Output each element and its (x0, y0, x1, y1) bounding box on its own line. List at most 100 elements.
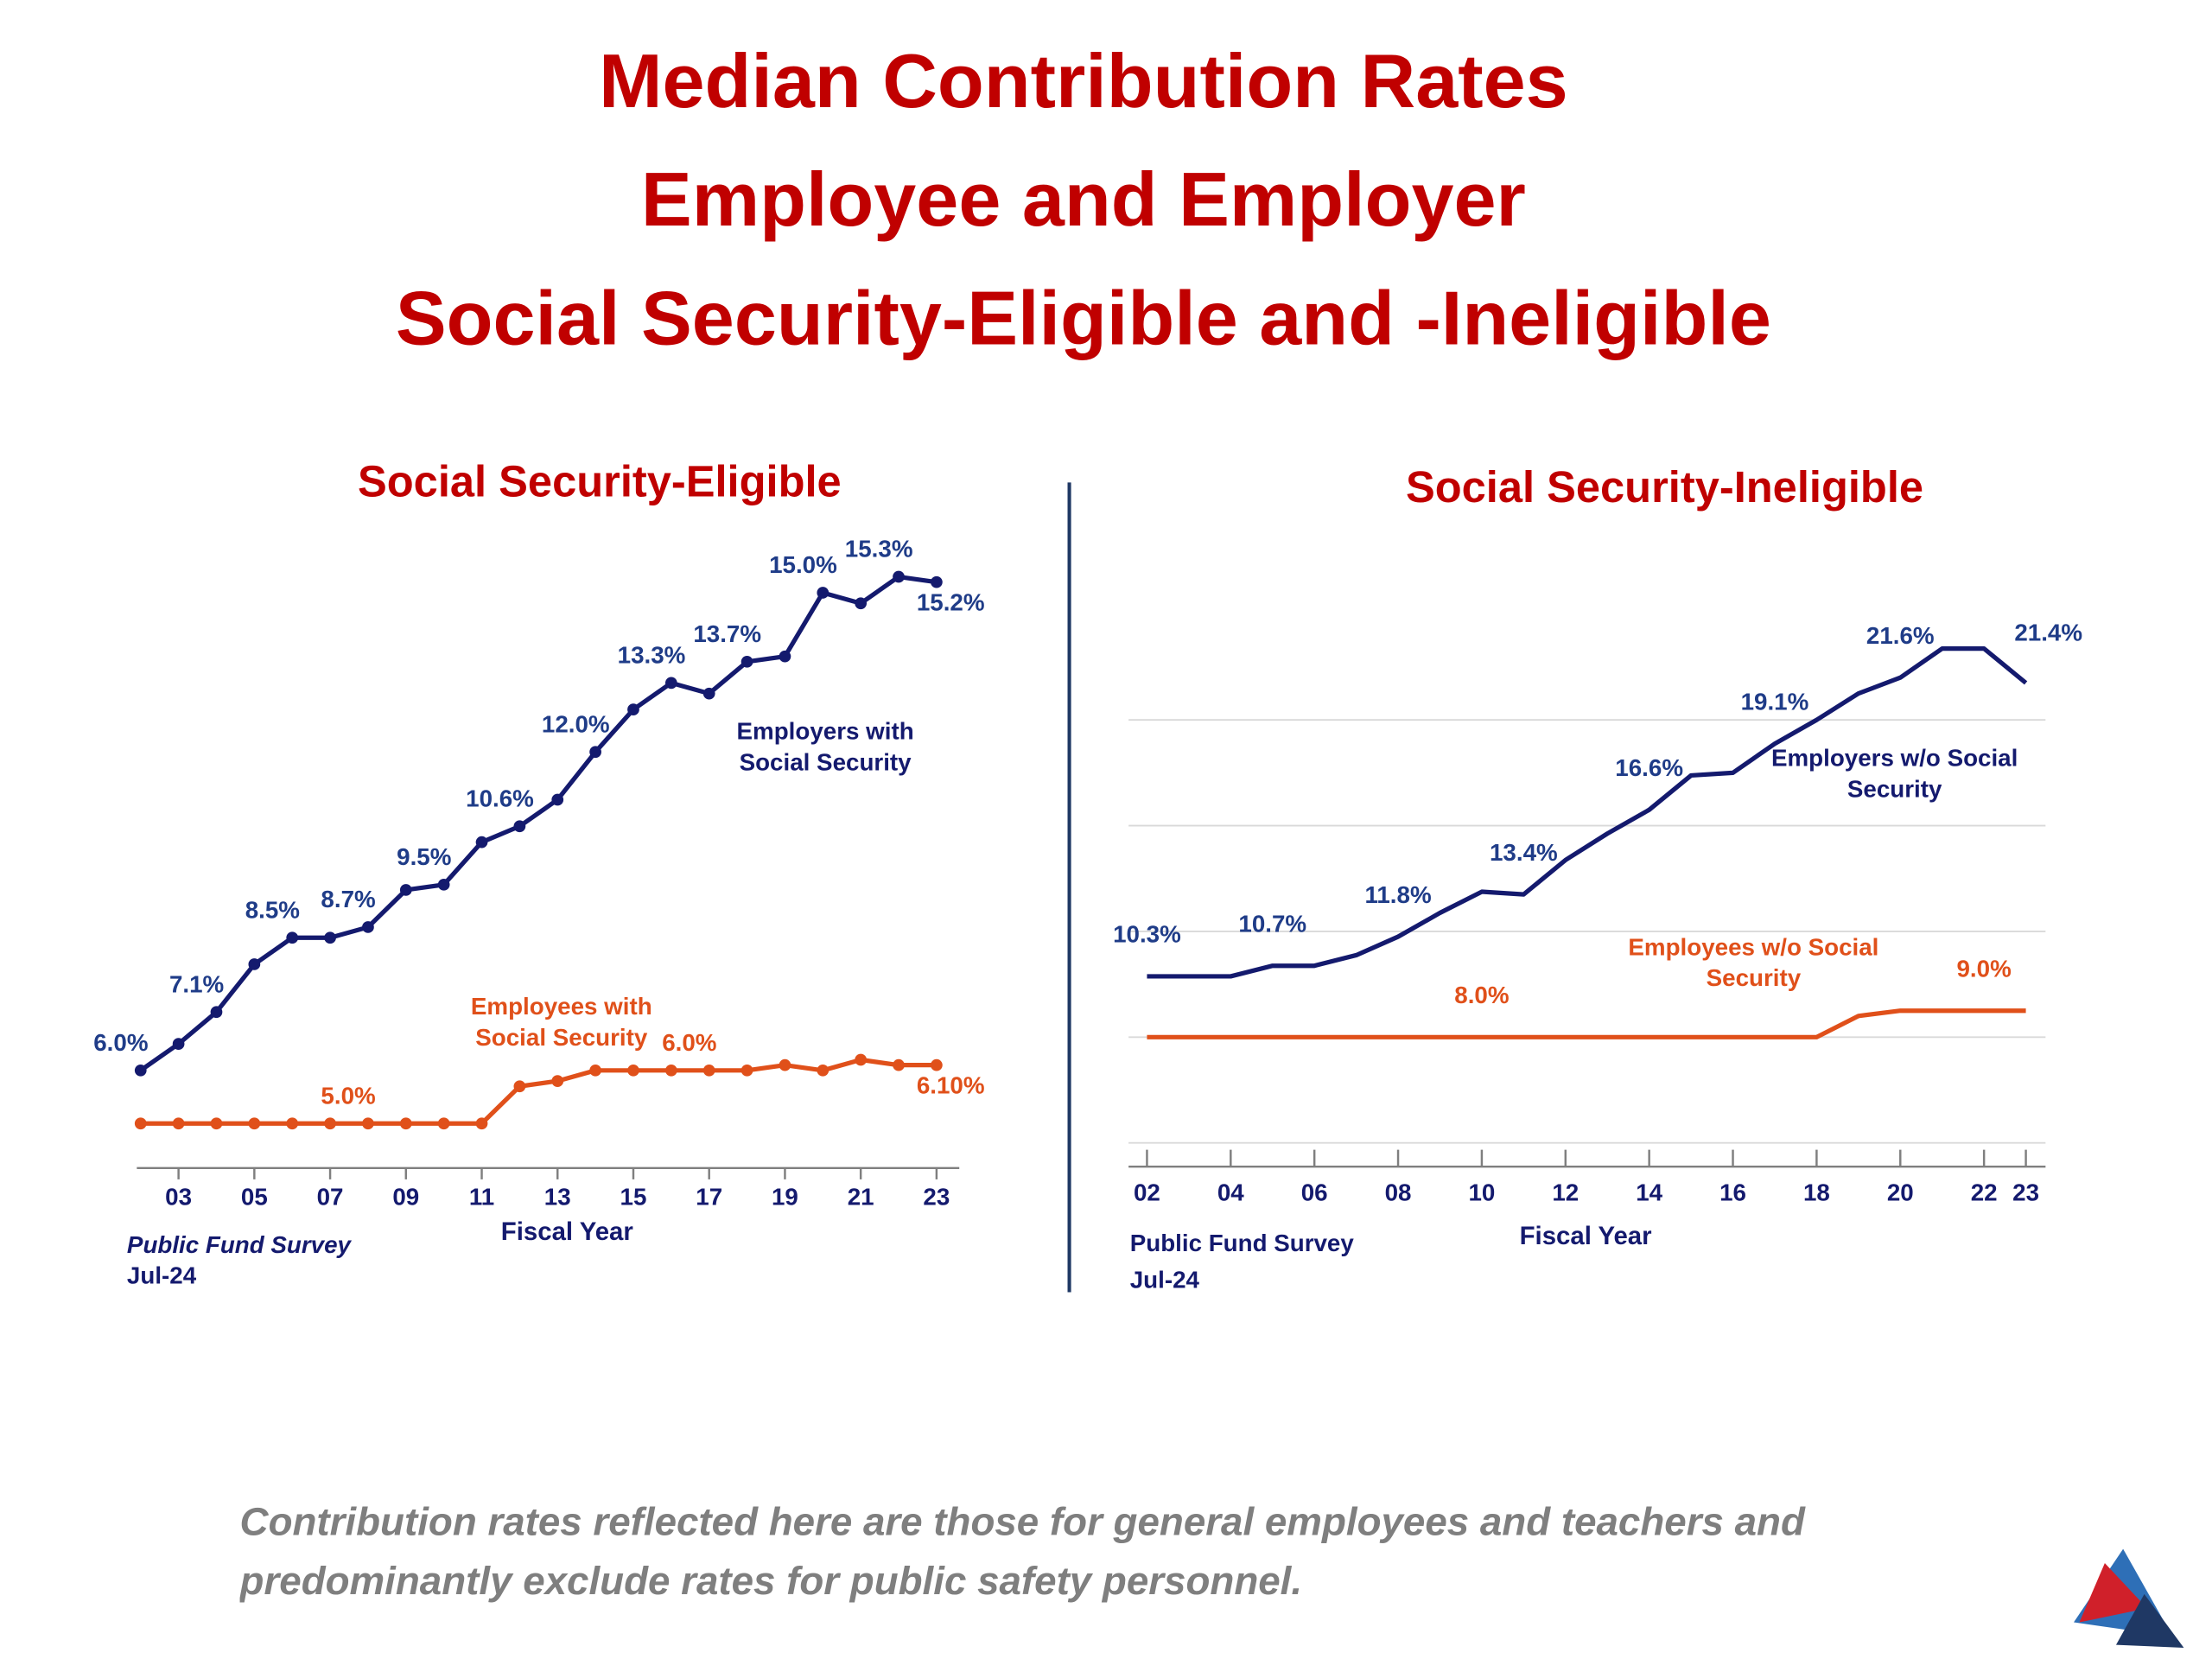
x-tick-label: 06 (1301, 1179, 1328, 1205)
data-label: 13.7% (693, 620, 761, 647)
data-label: 12.0% (542, 710, 610, 737)
series-name: Employers w/o Social Security (1770, 745, 2018, 803)
point (627, 1064, 639, 1077)
x-tick-label: 11 (469, 1183, 494, 1210)
x-tick-label: 17 (696, 1183, 722, 1210)
point (893, 570, 905, 583)
point (589, 1064, 601, 1077)
x-tick-label: 03 (165, 1183, 192, 1210)
point (589, 746, 601, 759)
point (286, 1117, 299, 1130)
x-tick-label: 23 (923, 1183, 950, 1210)
series-name: Employers with Social Security (736, 718, 914, 776)
point (855, 597, 868, 610)
data-label: 13.4% (1490, 839, 1558, 866)
data-label: 15.0% (769, 551, 837, 578)
data-label: 6.10% (917, 1071, 985, 1098)
x-tick-label: 22 (1971, 1179, 1998, 1205)
series-line (1147, 645, 2028, 979)
point (855, 1053, 868, 1066)
point (551, 793, 564, 806)
data-label: 13.3% (618, 642, 686, 669)
source: Public Fund Survey (1130, 1230, 1355, 1256)
logo (2074, 1548, 2184, 1648)
source: Jul-24 (127, 1262, 197, 1289)
data-label: 6.0% (662, 1029, 716, 1056)
point (437, 878, 450, 891)
point (817, 1064, 830, 1077)
source: Jul-24 (1130, 1267, 1200, 1294)
x-tick-label: 16 (1719, 1179, 1746, 1205)
point (172, 1038, 185, 1050)
data-label: 5.0% (321, 1082, 375, 1109)
data-label: 21.6% (1866, 622, 1935, 649)
point (248, 1117, 261, 1130)
logo-shape (2115, 1593, 2184, 1648)
series-name-box: Employees with Social Security (471, 993, 652, 1051)
data-label: 10.6% (466, 785, 534, 811)
x-tick-label: 09 (392, 1183, 419, 1210)
point (172, 1117, 185, 1130)
title-line: Employee and Employer (641, 156, 1526, 242)
x-axis-label: Fiscal Year (501, 1217, 633, 1246)
source: Public Fund Survey (127, 1231, 353, 1258)
point (399, 1117, 412, 1130)
data-label: 21.4% (2014, 619, 2082, 645)
data-label: 7.1% (169, 970, 224, 997)
point (437, 1117, 450, 1130)
point (513, 1080, 526, 1093)
chart-title: Social Security-Ineligible (1406, 462, 1923, 512)
data-label: 9.5% (397, 843, 451, 870)
title-line: Social Security-Eligible and -Ineligible (396, 275, 1771, 360)
data-label: 10.3% (1113, 921, 1181, 948)
series-name-box: Employers with Social Security (736, 718, 914, 776)
series-line (140, 1057, 937, 1126)
x-tick-label: 23 (2012, 1179, 2039, 1205)
data-label: 8.0% (1454, 982, 1509, 1008)
x-tick-label: 05 (241, 1183, 268, 1210)
x-tick-label: 04 (1217, 1179, 1244, 1205)
point (324, 931, 336, 944)
x-tick-label: 02 (1134, 1179, 1160, 1205)
point (362, 1117, 374, 1130)
x-axis-label: Fiscal Year (1520, 1222, 1652, 1250)
x-tick-label: 20 (1887, 1179, 1914, 1205)
point (513, 820, 526, 833)
data-label: 15.2% (917, 588, 985, 615)
data-label: 8.5% (245, 896, 300, 923)
x-tick-label: 19 (772, 1183, 798, 1210)
x-tick-label: 10 (1468, 1179, 1495, 1205)
point (210, 1006, 223, 1019)
point (134, 1117, 147, 1130)
point (779, 1058, 791, 1071)
point (324, 1117, 336, 1130)
data-label: 9.0% (1957, 956, 2012, 982)
data-label: 15.3% (845, 536, 913, 563)
point (399, 884, 412, 896)
point (286, 931, 299, 944)
footnote-box: Contribution rates reflected here are th… (239, 1499, 1805, 1603)
point (702, 1064, 715, 1077)
data-label: 8.7% (321, 886, 375, 912)
x-tick-label: 21 (848, 1183, 874, 1210)
series-line (1147, 1008, 2026, 1039)
point (931, 575, 943, 588)
point (817, 587, 830, 599)
point (741, 655, 753, 668)
x-tick-label: 14 (1636, 1179, 1662, 1205)
point (931, 1058, 943, 1071)
x-tick-label: 08 (1385, 1179, 1412, 1205)
point (362, 921, 374, 933)
series-name: Employees w/o Social Security (1628, 933, 1879, 992)
point (248, 958, 261, 970)
point (627, 703, 639, 715)
point (779, 650, 791, 663)
footnote: Contribution rates reflected here are th… (239, 1499, 1805, 1603)
x-tick-label: 12 (1552, 1179, 1579, 1205)
chart-title: Social Security-Eligible (358, 457, 842, 506)
x-tick-label: 18 (1803, 1179, 1830, 1205)
data-label: 11.8% (1364, 881, 1431, 908)
logo-shape (2079, 1562, 2147, 1623)
